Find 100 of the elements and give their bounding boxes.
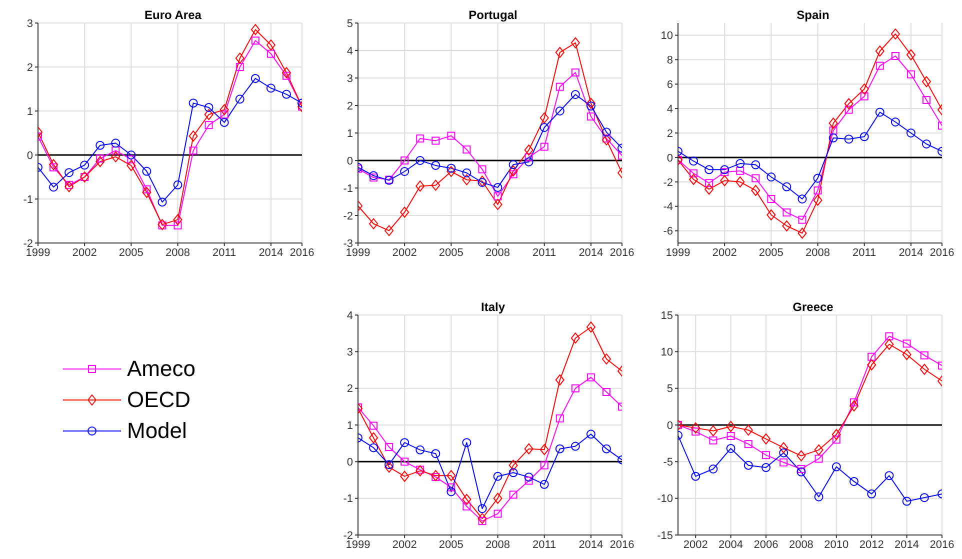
- x-tick-label: 2006: [754, 538, 778, 551]
- point: [779, 448, 788, 458]
- y-tick-label: 15: [660, 310, 673, 322]
- y-tick-label: -2: [663, 176, 673, 189]
- point: [251, 36, 260, 45]
- point: [689, 156, 698, 166]
- point: [524, 157, 534, 166]
- x-tick-label: 1999: [666, 246, 690, 259]
- point: [602, 134, 611, 146]
- point: [204, 109, 214, 120]
- y-tick-label: 2: [346, 100, 353, 112]
- y-tick-label: -6: [663, 226, 673, 238]
- point: [384, 462, 394, 473]
- point: [832, 429, 841, 440]
- y-tick-label: 8: [666, 54, 673, 67]
- point: [814, 444, 824, 456]
- point: [400, 470, 410, 482]
- point: [726, 420, 736, 432]
- chart-title: Greece: [792, 300, 834, 314]
- point: [524, 443, 534, 454]
- x-tick-label: 2014: [898, 246, 924, 259]
- point: [462, 438, 472, 448]
- point: [49, 159, 58, 170]
- point: [708, 464, 718, 474]
- point: [416, 180, 425, 192]
- point: [690, 169, 698, 178]
- point: [385, 443, 394, 451]
- point: [493, 182, 502, 192]
- point: [462, 502, 471, 510]
- point: [744, 440, 752, 448]
- point: [127, 155, 136, 164]
- point: [446, 487, 456, 496]
- legend-label: Model: [127, 418, 187, 444]
- point: [555, 374, 564, 386]
- point: [902, 340, 911, 348]
- point: [111, 151, 120, 162]
- y-tick-label: -1: [343, 182, 353, 195]
- point: [726, 444, 736, 453]
- point: [235, 52, 244, 64]
- point: [875, 108, 884, 117]
- point: [556, 414, 564, 422]
- point: [540, 444, 549, 456]
- x-tick-label: 1999: [346, 246, 370, 259]
- y-tick-label: 1: [346, 420, 353, 432]
- point: [796, 467, 806, 476]
- point: [540, 142, 548, 151]
- y-tick-label: -1: [23, 194, 33, 206]
- y-tick-label: -5: [663, 456, 673, 469]
- y-tick-label: -1: [343, 493, 353, 506]
- point: [173, 214, 182, 226]
- x-tick-label: 2014: [258, 246, 284, 259]
- x-tick-label: 2002: [392, 538, 417, 551]
- point: [602, 354, 611, 364]
- point: [586, 98, 596, 109]
- point: [860, 84, 869, 94]
- point: [832, 436, 840, 444]
- x-tick-label: 2016: [930, 246, 954, 259]
- point: [266, 84, 276, 93]
- x-tick-label: 2016: [930, 538, 954, 551]
- x-tick-label: 1999: [26, 246, 50, 259]
- point: [556, 82, 564, 91]
- x-tick-label: 2010: [824, 538, 849, 551]
- point: [890, 28, 900, 40]
- point: [814, 492, 824, 502]
- chart-title: Spain: [796, 8, 830, 22]
- x-tick-label: 2016: [290, 246, 314, 259]
- point: [850, 476, 858, 486]
- point: [704, 184, 714, 195]
- point: [860, 92, 868, 100]
- point: [736, 176, 745, 188]
- x-tick-label: 2005: [438, 246, 464, 259]
- point: [524, 472, 534, 482]
- x-tick-label: 2002: [683, 538, 708, 551]
- y-tick-label: 4: [346, 310, 353, 322]
- point: [920, 493, 929, 502]
- point: [282, 90, 291, 99]
- x-tick-label: 2011: [532, 538, 556, 551]
- point: [266, 50, 275, 58]
- y-tick-label: -10: [657, 493, 673, 506]
- point: [369, 443, 378, 452]
- point: [400, 156, 409, 164]
- point: [902, 496, 912, 506]
- point: [813, 174, 822, 183]
- x-tick-label: 2014: [578, 538, 604, 551]
- point: [462, 494, 472, 505]
- point: [447, 483, 456, 492]
- point: [524, 144, 534, 156]
- point: [762, 463, 770, 472]
- point: [493, 492, 502, 504]
- x-tick-label: 2005: [118, 246, 144, 259]
- x-tick-label: 2011: [852, 246, 876, 259]
- point: [744, 460, 753, 470]
- point: [478, 176, 487, 187]
- point: [860, 132, 869, 142]
- x-tick-label: 2008: [806, 246, 830, 259]
- point: [902, 349, 912, 360]
- point: [868, 352, 876, 361]
- point: [189, 146, 198, 155]
- y-tick-label: 2: [346, 383, 353, 396]
- point: [752, 174, 760, 182]
